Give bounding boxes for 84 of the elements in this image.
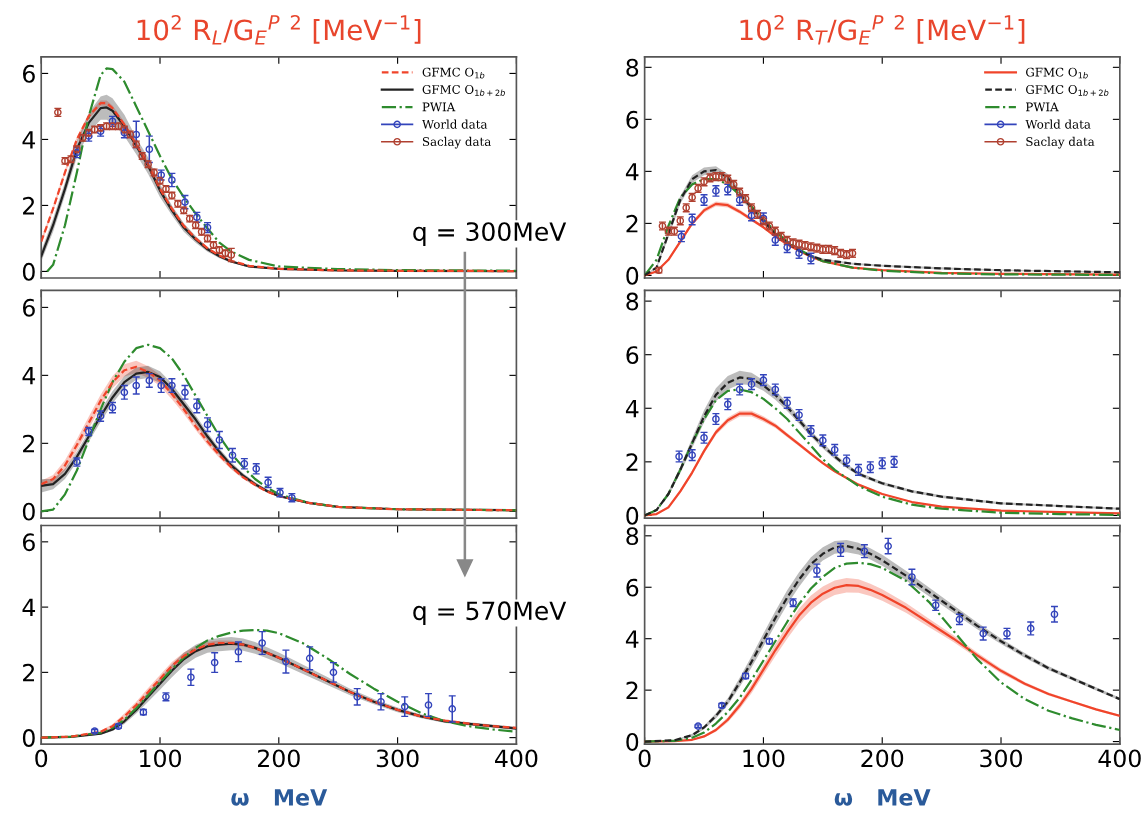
- annotation: q = 300MeV: [413, 222, 567, 246]
- y-tick-label: 2: [626, 453, 638, 471]
- y-tick-label: 4: [22, 598, 36, 617]
- legend-label: GFMC O$_{1b}$: [422, 67, 485, 79]
- point: [168, 176, 176, 184]
- y-tick-label: 0: [626, 506, 639, 525]
- x-tick-label: 200: [861, 749, 904, 768]
- x-tick-label: 300: [980, 749, 1022, 768]
- point: [448, 705, 457, 713]
- point: [783, 399, 792, 407]
- y-tick-label: 4: [625, 163, 639, 181]
- y-tick-label: 6: [626, 110, 639, 129]
- legend-label: PWIA: [422, 102, 456, 112]
- point: [234, 647, 243, 656]
- x-tick-label: 100: [140, 749, 181, 768]
- point: [132, 381, 141, 390]
- legend-label: GFMC O$_{1b}$: [1026, 67, 1088, 79]
- point: [193, 402, 201, 410]
- y-tick-label: 0: [626, 733, 639, 751]
- y-tick-label: 8: [626, 58, 639, 77]
- point: [424, 701, 433, 709]
- y-tick-label: 0: [22, 729, 35, 747]
- y-tick-label: 2: [23, 196, 34, 215]
- chart-title: 10$^{2}$ R$_{L}$/G$_{E}$$^{P 2}$ [MeV$^{−1}$]: [137, 14, 421, 45]
- y-tick-label: 2: [23, 434, 34, 453]
- y-tick-label: 2: [23, 663, 34, 682]
- point: [145, 145, 154, 154]
- y-tick-label: 2: [626, 681, 638, 700]
- x-tick-label: 0: [35, 749, 48, 768]
- x-axis-title: ω MeV: [834, 789, 931, 806]
- y-tick-label: 4: [625, 400, 639, 418]
- point: [329, 668, 338, 677]
- x-tick-label: 0: [638, 749, 651, 768]
- legend-label: PWIA: [1026, 102, 1059, 112]
- point: [157, 381, 166, 390]
- point: [215, 436, 224, 444]
- legend-label: Saclay data: [422, 136, 491, 149]
- x-tick-label: 200: [258, 749, 300, 768]
- point: [210, 658, 219, 667]
- y-tick-label: 2: [626, 214, 638, 233]
- point: [282, 657, 290, 666]
- point: [258, 639, 266, 647]
- y-tick-label: 0: [22, 502, 35, 521]
- point: [884, 542, 892, 550]
- x-tick-label: 400: [495, 749, 538, 768]
- y-tick-label: 4: [22, 131, 36, 149]
- y-tick-label: 8: [626, 527, 639, 546]
- point: [836, 546, 845, 554]
- x-axis-title: ω MeV: [231, 789, 328, 806]
- point: [400, 702, 409, 711]
- point: [168, 381, 176, 390]
- x-tick-label: 100: [743, 749, 785, 768]
- legend-label: Saclay data: [1026, 136, 1095, 149]
- y-tick-label: 4: [22, 367, 36, 385]
- chart-title: 10$^{2}$ R$_{T}$/G$_{E}$$^{P 2}$ [MeV$^{−1}$]: [740, 14, 1025, 45]
- point: [305, 654, 314, 663]
- y-tick-label: 0: [626, 266, 639, 285]
- point: [979, 629, 988, 638]
- y-tick-label: 6: [626, 578, 639, 597]
- point: [187, 673, 195, 682]
- y-tick-label: 8: [626, 292, 639, 311]
- legend-label: GFMC O$_{1b+2b}$: [1026, 84, 1109, 96]
- point: [353, 693, 362, 701]
- y-tick-label: 6: [22, 298, 35, 317]
- point: [377, 697, 385, 706]
- y-tick-label: 6: [22, 533, 35, 552]
- y-tick-label: 4: [625, 630, 639, 648]
- y-tick-label: 6: [22, 64, 35, 83]
- point: [181, 388, 189, 397]
- y-tick-label: 0: [22, 262, 35, 281]
- legend-label: GFMC O$_{1b+2b}$: [422, 84, 505, 96]
- point: [252, 465, 261, 473]
- x-tick-label: 400: [1098, 749, 1141, 768]
- x-tick-label: 300: [376, 749, 419, 768]
- legend-label: World data: [1025, 119, 1091, 129]
- point: [120, 388, 129, 397]
- point: [908, 573, 916, 581]
- annotation: q = 570MeV: [413, 601, 567, 626]
- legend-label: World data: [422, 119, 488, 129]
- y-tick-label: 6: [626, 346, 639, 364]
- point: [203, 420, 212, 429]
- point: [145, 376, 154, 385]
- point: [1050, 610, 1059, 619]
- point: [228, 451, 237, 460]
